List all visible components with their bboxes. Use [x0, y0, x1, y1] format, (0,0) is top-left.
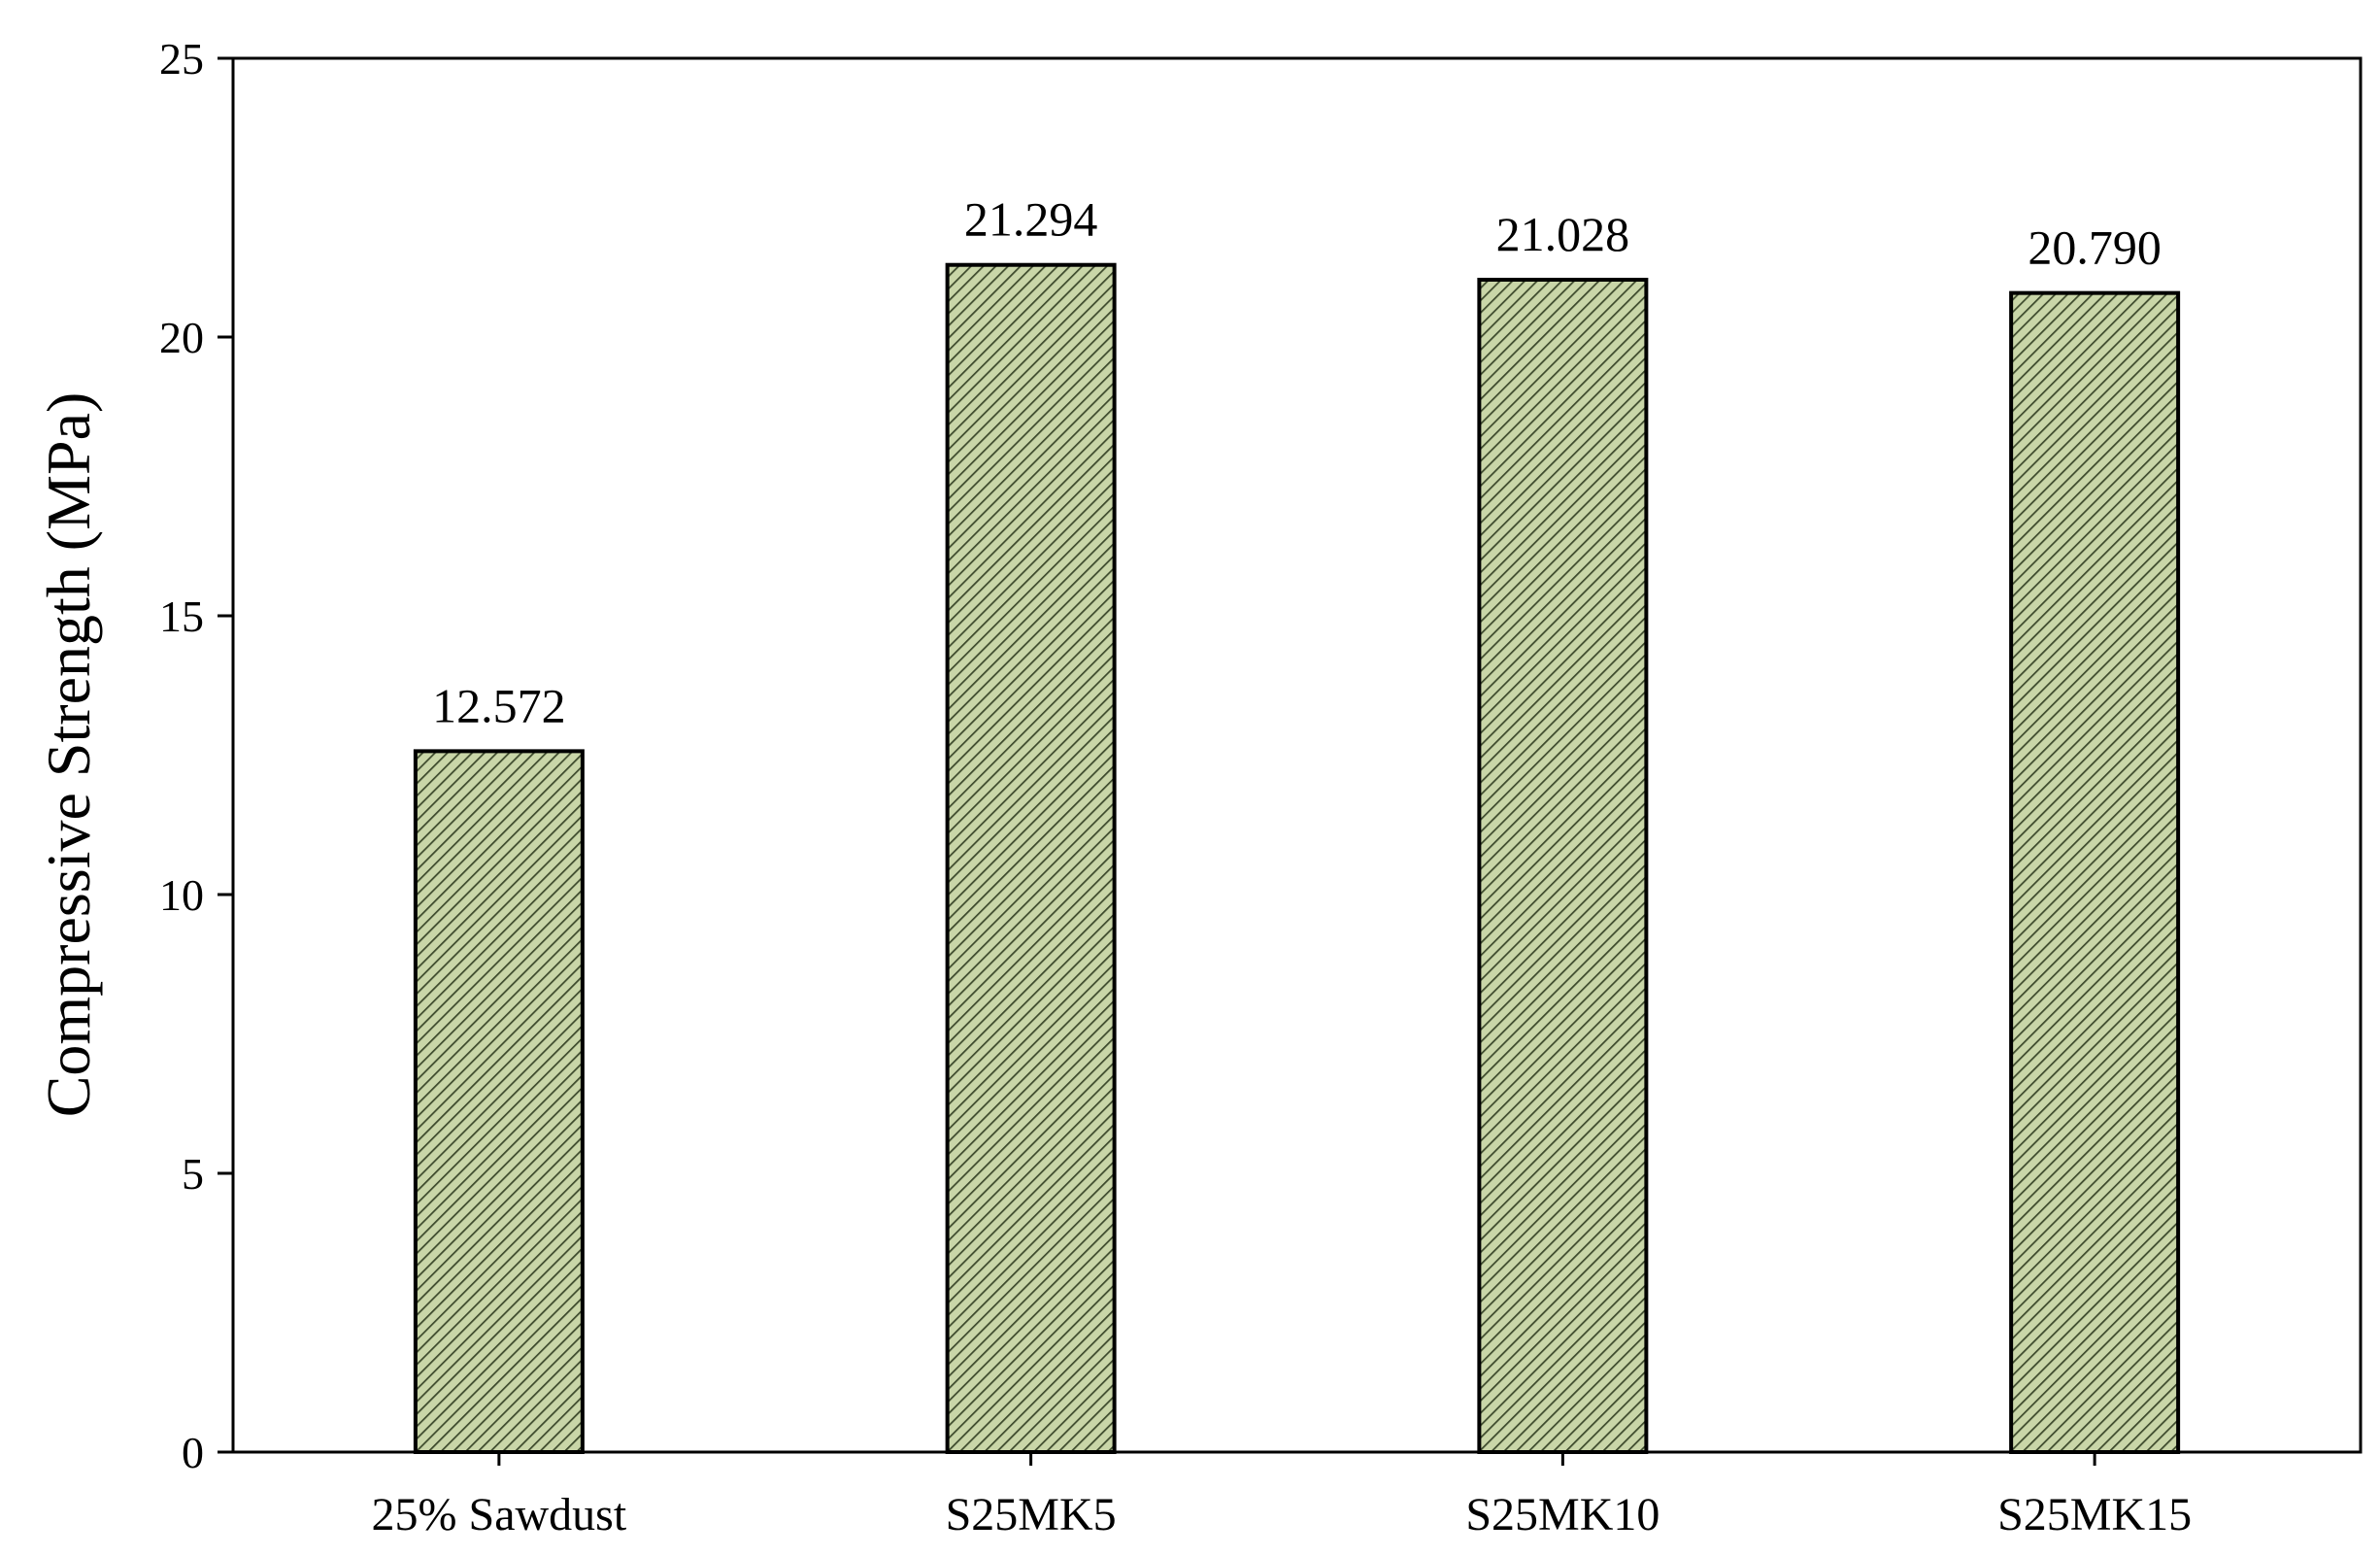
bar [945, 262, 1117, 1455]
data-label: 12.572 [432, 678, 566, 732]
data-label: 20.790 [2028, 220, 2162, 275]
data-label: 21.028 [1496, 207, 1630, 261]
bar [1477, 277, 1649, 1454]
y-axis: 0 5 10 15 20 25 [159, 34, 233, 1477]
y-tick-label: 20 [159, 313, 204, 362]
y-tick-label: 25 [159, 34, 204, 84]
x-tick-label: S25MK5 [946, 1489, 1117, 1540]
bar [413, 749, 585, 1454]
y-tick-label: 10 [159, 870, 204, 920]
y-tick-label: 15 [159, 592, 204, 641]
x-tick-label: 25% Sawdust [372, 1489, 627, 1540]
y-axis-title: Compressive Strength (MPa) [34, 392, 103, 1118]
bars [413, 262, 2181, 1455]
bar [2009, 290, 2181, 1454]
x-tick-label: S25MK15 [1997, 1489, 2192, 1540]
data-labels: 12.572 21.294 21.028 20.790 [432, 192, 2162, 733]
y-tick-label: 5 [182, 1149, 204, 1199]
x-axis: 25% Sawdust S25MK5 S25MK10 S25MK15 [372, 1452, 2192, 1540]
y-tick-label: 0 [182, 1428, 204, 1477]
data-label: 21.294 [964, 192, 1098, 247]
x-tick-label: S25MK10 [1465, 1489, 1659, 1540]
plot-area [231, 56, 2363, 1454]
